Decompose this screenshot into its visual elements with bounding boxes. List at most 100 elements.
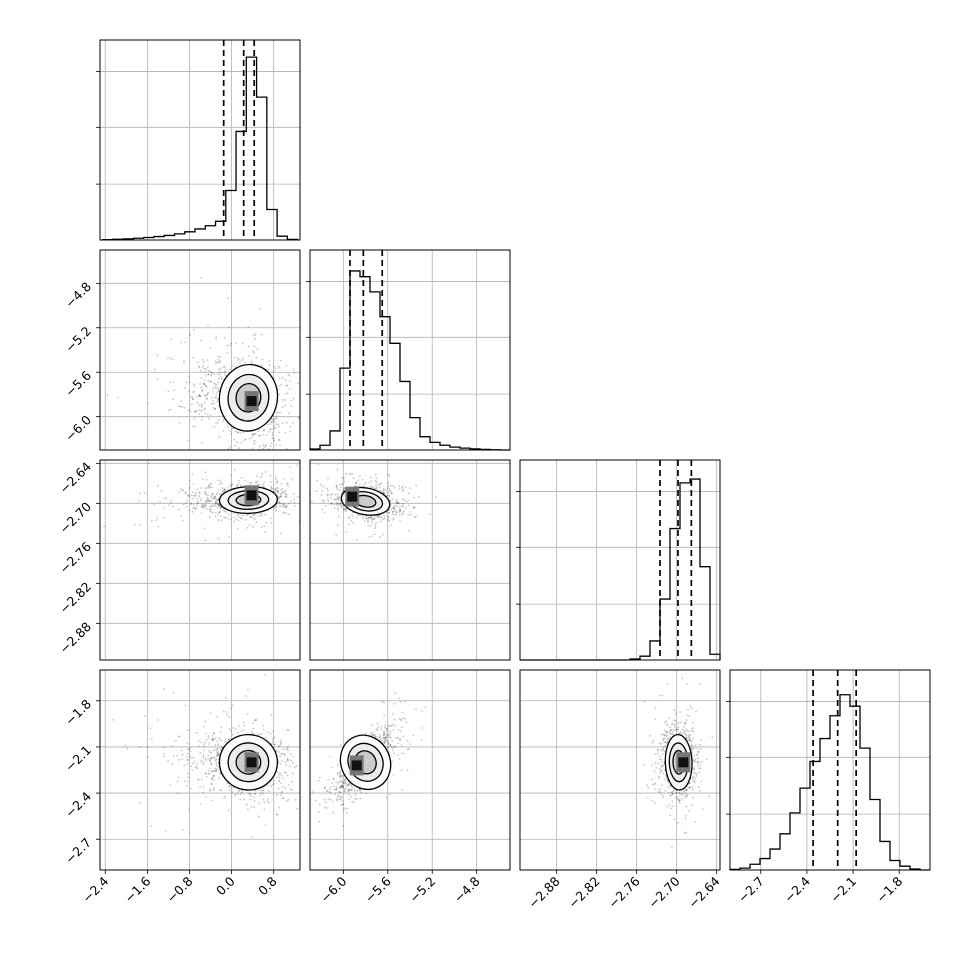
sample-point xyxy=(169,499,172,502)
sample-point xyxy=(382,487,385,490)
sample-point xyxy=(250,482,252,484)
sample-point xyxy=(285,421,288,424)
sample-point xyxy=(340,502,342,505)
sample-point xyxy=(217,355,220,358)
sample-point xyxy=(399,739,402,741)
sample-point xyxy=(275,505,278,508)
histogram-panel-0 xyxy=(96,39,301,241)
sample-point xyxy=(254,789,257,792)
sample-point xyxy=(681,794,684,797)
sample-point xyxy=(270,418,273,421)
sample-point xyxy=(258,733,261,736)
sample-point xyxy=(219,739,222,742)
sample-point xyxy=(205,500,208,503)
sample-point xyxy=(191,398,194,400)
sample-point xyxy=(388,511,391,514)
sample-point xyxy=(195,507,198,510)
sample-point xyxy=(383,736,386,739)
sample-point xyxy=(272,437,275,440)
sample-point xyxy=(339,776,341,779)
sample-point xyxy=(321,490,324,492)
sample-point xyxy=(283,505,286,508)
histogram-panel-1 xyxy=(306,249,511,451)
sample-point xyxy=(728,771,730,773)
sample-point xyxy=(183,780,186,783)
sample-point xyxy=(421,739,423,741)
sample-point xyxy=(216,492,219,494)
sample-point xyxy=(200,406,203,408)
sample-point xyxy=(282,776,285,779)
sample-point xyxy=(283,752,286,755)
sample-point xyxy=(200,497,203,500)
sample-point xyxy=(387,741,389,744)
sample-point xyxy=(347,788,350,791)
sample-point xyxy=(680,732,683,735)
sample-point xyxy=(212,756,215,759)
sample-point xyxy=(171,762,174,765)
sample-point xyxy=(169,381,172,384)
sample-point xyxy=(352,521,355,524)
sample-point xyxy=(257,434,260,437)
sample-point xyxy=(386,519,389,521)
sample-point xyxy=(275,423,277,425)
sample-point xyxy=(201,390,204,393)
sample-point xyxy=(271,434,274,436)
sample-point xyxy=(170,338,173,341)
sample-point xyxy=(326,498,329,501)
sample-point xyxy=(214,511,217,514)
sample-point xyxy=(200,377,203,380)
sample-point xyxy=(218,737,221,740)
sample-point xyxy=(402,498,405,501)
sample-point xyxy=(194,766,197,769)
sample-point xyxy=(203,378,206,381)
sample-point xyxy=(214,495,217,498)
sample-point xyxy=(347,790,350,793)
sample-point xyxy=(192,503,195,506)
sample-point xyxy=(248,524,251,527)
sample-point xyxy=(348,516,351,519)
sample-point xyxy=(383,714,386,717)
sample-point xyxy=(287,373,290,376)
sample-point xyxy=(391,498,394,500)
sample-point xyxy=(183,764,186,767)
sample-point xyxy=(204,385,207,387)
sample-point xyxy=(314,799,317,802)
sample-point xyxy=(251,433,254,436)
sample-point xyxy=(375,477,378,480)
sample-point xyxy=(318,803,321,806)
sample-point xyxy=(342,782,345,784)
sample-point xyxy=(321,759,323,761)
sample-point xyxy=(233,468,236,471)
sample-point xyxy=(199,395,202,397)
sample-point xyxy=(234,793,237,796)
sample-point xyxy=(275,813,278,816)
sample-point xyxy=(280,782,283,785)
joint-frame xyxy=(309,669,511,871)
sample-point xyxy=(263,525,266,528)
sample-point xyxy=(181,758,184,761)
histogram-panel-2 xyxy=(516,459,721,661)
sample-point xyxy=(213,775,215,777)
sample-point xyxy=(373,527,376,530)
sample-point xyxy=(391,747,394,750)
sample-point xyxy=(217,777,220,780)
sample-point xyxy=(214,767,217,770)
sample-point xyxy=(355,517,358,520)
sample-point xyxy=(297,416,300,419)
sample-point xyxy=(280,383,283,386)
sample-point xyxy=(399,520,402,523)
sample-point xyxy=(238,516,241,519)
sample-point xyxy=(279,755,281,757)
sample-point xyxy=(683,731,685,734)
sample-point xyxy=(214,759,217,761)
sample-point xyxy=(182,503,185,506)
sample-point xyxy=(380,739,383,742)
sample-point xyxy=(362,517,364,520)
sample-point xyxy=(335,498,338,500)
sample-point xyxy=(340,504,343,507)
sample-point xyxy=(304,476,306,478)
sample-point xyxy=(190,403,193,406)
sample-point xyxy=(194,508,197,511)
sample-point xyxy=(217,377,220,380)
sample-point xyxy=(339,791,342,794)
